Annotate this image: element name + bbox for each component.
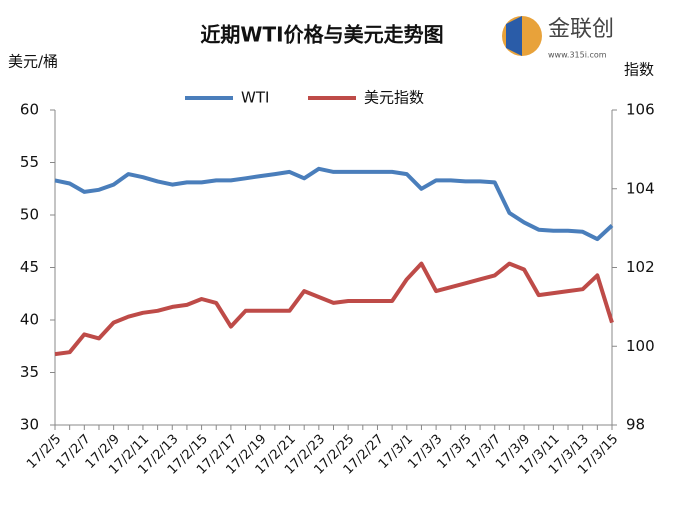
series-line [54, 166, 614, 242]
logo-url: www.315i.com [548, 51, 607, 60]
y-tick-label: 40 [20, 311, 39, 329]
y-tick-label: 30 [20, 416, 39, 434]
y2-tick-label: 100 [626, 337, 655, 355]
y-tick-label: 55 [20, 153, 39, 171]
y2-tick-label: 98 [626, 416, 645, 434]
y-tick-label: 60 [20, 101, 39, 119]
logo-name: 金联创 [548, 17, 614, 42]
y-tick-label: 35 [20, 363, 39, 381]
series-line [54, 261, 614, 357]
logo: 金联创 www.315i.com [502, 16, 614, 60]
y2-tick-label: 106 [626, 101, 655, 119]
y-tick-label: 45 [20, 258, 39, 276]
y-tick-label: 50 [20, 206, 39, 224]
chart-title: 近期WTI价格与美元走势图 [200, 23, 443, 47]
legend-label: 美元指数 [364, 89, 424, 107]
logo-icon-part [506, 16, 522, 56]
y2-tick-label: 104 [626, 179, 655, 197]
y2-axis-label: 指数 [624, 61, 654, 79]
legend-label: WTI [241, 89, 269, 107]
y2-tick-label: 102 [626, 258, 655, 276]
y-axis-label: 美元/桶 [8, 53, 58, 71]
